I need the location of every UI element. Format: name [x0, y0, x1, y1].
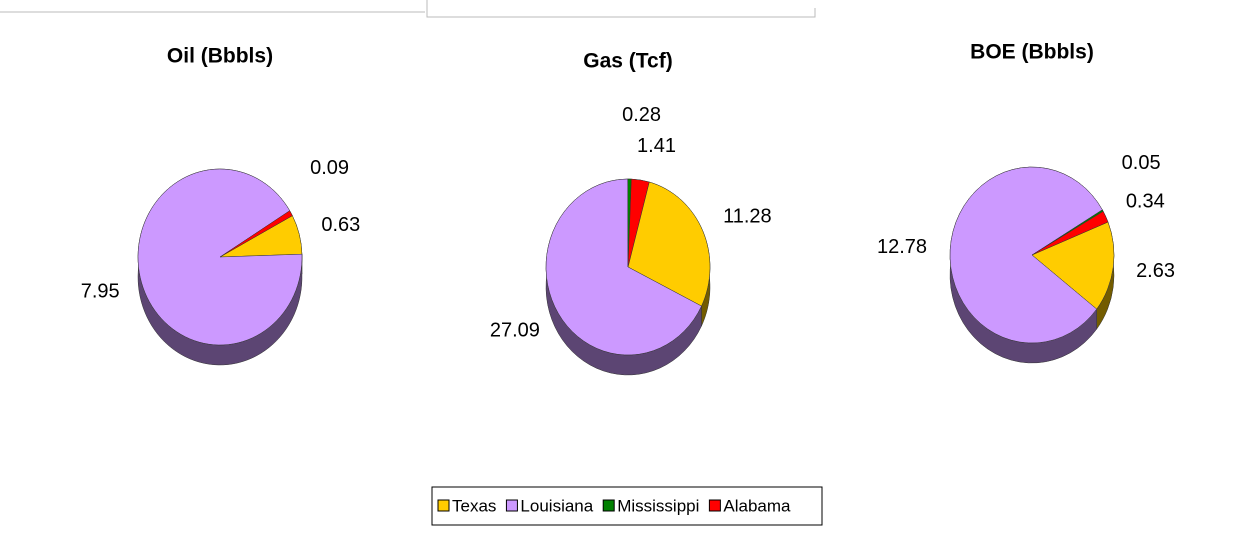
legend-swatch [708, 499, 721, 512]
legend-label: Mississippi [617, 496, 699, 515]
data-label: 2.63 [1136, 260, 1175, 282]
data-label: 0.34 [1126, 190, 1165, 212]
chart-title: Oil (Bbbls) [167, 45, 273, 68]
pie-slice [949, 166, 1103, 344]
legend-label: Alabama [723, 496, 791, 515]
legend-label: Texas [452, 496, 496, 515]
legend-label: Louisiana [520, 496, 593, 515]
pie-slice [1031, 210, 1109, 256]
chart-title: BOE (Bbbls) [970, 41, 1094, 64]
pie-tops [545, 178, 711, 356]
pie-tops [137, 168, 303, 346]
data-label: 7.95 [81, 280, 120, 302]
data-label: 1.41 [637, 135, 676, 157]
data-label: 12.78 [877, 236, 927, 258]
legend-swatch [505, 499, 518, 512]
data-label: 0.63 [321, 214, 360, 236]
legend-swatch [437, 499, 450, 512]
data-label: 0.28 [622, 104, 661, 126]
legend-swatch [602, 499, 615, 512]
pie-tops [949, 166, 1115, 344]
pie-slice [627, 178, 650, 268]
chart-title: Gas (Tcf) [583, 50, 672, 73]
frame-box [426, 0, 816, 18]
pie-slice [627, 181, 711, 307]
data-label: 27.09 [490, 319, 540, 341]
pie-slice [1031, 221, 1115, 310]
pie-slice [545, 178, 702, 356]
data-label: 11.28 [723, 205, 772, 227]
data-label: 0.09 [310, 157, 349, 179]
pie-slice [219, 210, 293, 258]
legend-box [431, 486, 823, 526]
data-label: 0.05 [1122, 152, 1161, 174]
pie-slice [137, 168, 303, 346]
